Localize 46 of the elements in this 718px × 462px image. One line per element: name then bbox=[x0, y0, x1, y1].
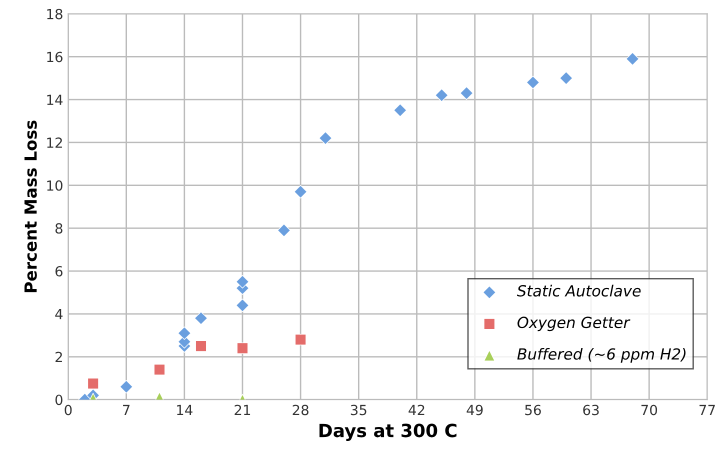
y-tick-label: 6 bbox=[55, 266, 62, 277]
x-tick-label: 70 bbox=[641, 404, 658, 416]
x-tick-label: 35 bbox=[350, 404, 366, 416]
point bbox=[294, 334, 306, 346]
point bbox=[87, 378, 99, 390]
x-tick-label: 77 bbox=[700, 404, 715, 416]
point bbox=[318, 131, 332, 145]
legend-label: Static Autoclave bbox=[516, 284, 641, 297]
x-tick-label: 21 bbox=[234, 404, 250, 416]
x-tick-label: 0 bbox=[64, 404, 72, 416]
x-tick-label: 42 bbox=[408, 404, 424, 416]
y-tick-label: 14 bbox=[47, 94, 63, 105]
point bbox=[120, 380, 134, 394]
point bbox=[236, 298, 250, 312]
legend-label: Buffered (~6 ppm H2) bbox=[517, 348, 686, 363]
point bbox=[559, 71, 573, 85]
y-tick-label: 18 bbox=[47, 8, 62, 20]
point bbox=[526, 76, 540, 90]
x-tick-label: 7 bbox=[123, 404, 130, 416]
y-axis-title: Percent Mass Loss bbox=[24, 120, 37, 292]
point bbox=[194, 311, 208, 325]
y-tick-label: 16 bbox=[47, 52, 62, 62]
point bbox=[195, 340, 207, 352]
y-tick-label: 12 bbox=[47, 137, 62, 148]
point bbox=[434, 88, 448, 102]
point bbox=[154, 364, 166, 376]
x-axis-title: Days at 300 C bbox=[320, 424, 456, 441]
point bbox=[294, 185, 308, 198]
x-tick-label: 14 bbox=[177, 404, 192, 416]
point bbox=[236, 342, 248, 354]
point bbox=[277, 224, 291, 238]
y-tick-label: 4 bbox=[55, 309, 63, 320]
y-tick-label: 10 bbox=[47, 180, 62, 191]
legend-label: Oxygen Getter bbox=[518, 316, 630, 332]
point bbox=[626, 52, 640, 66]
point bbox=[178, 326, 192, 340]
point bbox=[393, 104, 407, 118]
x-tick-label: 28 bbox=[292, 404, 308, 416]
y-tick-label: 8 bbox=[55, 223, 62, 234]
point bbox=[460, 86, 474, 100]
y-tick-label: 2 bbox=[56, 352, 62, 362]
x-tick-label: 63 bbox=[583, 404, 599, 416]
x-tick-label: 56 bbox=[525, 404, 541, 416]
y-tick-label: 0 bbox=[55, 394, 62, 406]
x-tick-label: 49 bbox=[466, 404, 483, 416]
point bbox=[236, 275, 250, 288]
